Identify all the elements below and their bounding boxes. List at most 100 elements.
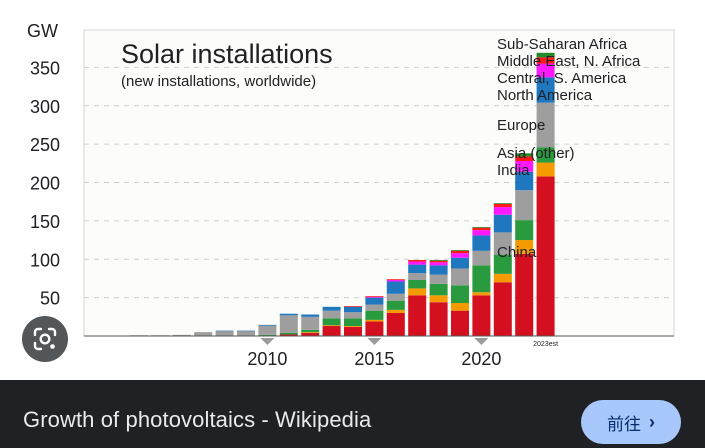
- bar-segment: [429, 260, 448, 263]
- bar-segment: [536, 162, 555, 177]
- bar-segment: [194, 332, 213, 336]
- bar-segment: [429, 302, 448, 336]
- bar-segment: [472, 265, 491, 293]
- bar-segment: [344, 326, 362, 336]
- bar-segment: [408, 279, 427, 289]
- bar-segment: [258, 325, 277, 335]
- bar-segment: [365, 296, 384, 298]
- y-tick-label: 250: [30, 135, 60, 155]
- bar-segment: [215, 330, 234, 332]
- bar-segment: [322, 318, 341, 326]
- bar-segment: [451, 302, 469, 311]
- result-title-link[interactable]: Growth of photovoltaics - Wikipedia: [23, 407, 372, 432]
- lens-search-button[interactable]: [22, 316, 68, 362]
- bar-segment: [365, 296, 384, 297]
- bar-segment: [451, 253, 469, 258]
- bar-segment: [279, 334, 298, 336]
- bar-segment: [515, 161, 534, 172]
- bar-segment: [515, 240, 534, 254]
- bar-segment: [322, 326, 341, 336]
- bar-segment: [536, 52, 555, 58]
- y-tick-label: 100: [30, 250, 60, 270]
- bar-segment: [365, 304, 384, 311]
- bar-segment: [451, 250, 469, 254]
- legend-label: Sub-Saharan Africa: [497, 36, 628, 53]
- bar-segment: [237, 331, 255, 336]
- bar-segment: [301, 314, 320, 317]
- bar-segment: [536, 63, 555, 78]
- bar-segment: [493, 232, 512, 255]
- bar-segment: [515, 220, 534, 241]
- visit-button-label: 前往: [607, 414, 641, 434]
- bar-segment: [493, 203, 512, 204]
- bar-segment: [515, 171, 534, 191]
- x-tick-marker: [474, 338, 489, 345]
- bar-segment: [536, 176, 555, 336]
- bar-segment: [408, 264, 427, 274]
- visit-button[interactable]: 前往 ›: [581, 400, 681, 444]
- bar-segment: [344, 306, 362, 307]
- bar-segment: [515, 153, 534, 157]
- chart-title: Solar installations: [121, 39, 333, 69]
- bar-segment: [386, 279, 405, 282]
- legend-label: Asia (other): [497, 145, 575, 162]
- bar-segment: [408, 261, 427, 265]
- x-tick-label: 2010: [247, 349, 287, 369]
- bar-segment: [386, 293, 405, 301]
- bar-segment: [386, 279, 405, 280]
- bar-segment: [515, 156, 534, 162]
- result-image-frame[interactable]: 50 100 150 200 250 300 350 2010 2015 2020 2023est…: [0, 0, 705, 380]
- bar-segment: [515, 190, 534, 221]
- bar-segment: [344, 318, 362, 327]
- bar-segment: [279, 315, 298, 333]
- bar-segment: [408, 288, 427, 296]
- legend-label: India: [497, 162, 530, 179]
- bar-segment: [279, 313, 298, 316]
- y-axis-label: GW: [27, 21, 58, 41]
- bar-segment: [279, 332, 298, 335]
- bar-segment: [344, 326, 362, 327]
- bar-segment: [322, 310, 341, 319]
- legend-label: Central, S. America: [497, 70, 627, 87]
- bar-segment: [493, 254, 512, 274]
- bar-segment: [536, 77, 555, 103]
- x-tick-label: 2015: [354, 349, 394, 369]
- bar-segment: [237, 330, 255, 332]
- last-bar-label: 2023est: [533, 341, 558, 348]
- bar-segment: [365, 319, 384, 322]
- legend-label: Europe: [497, 117, 545, 134]
- bar-segment: [451, 250, 469, 251]
- y-tick-label: 350: [30, 58, 60, 78]
- bar-segment: [408, 260, 427, 262]
- bar-segment: [258, 334, 277, 336]
- bar-segment: [493, 282, 512, 336]
- bar-segment: [258, 324, 277, 326]
- bar-segment: [429, 260, 448, 261]
- bar-segment: [515, 253, 534, 336]
- bar-segment: [408, 273, 427, 280]
- bar-segment: [386, 281, 405, 294]
- bar-segment: [386, 309, 405, 313]
- y-tick-labels: 50 100 150 200 250 300 350: [30, 58, 60, 308]
- chart-image: 50 100 150 200 250 300 350 2010 2015 2020 2023est…: [0, 0, 705, 380]
- lens-search-icon: [33, 327, 57, 351]
- solar-installations-chart: 50 100 150 200 250 300 350 2010 2015 2020 2023est…: [27, 21, 675, 369]
- bar-segment: [322, 325, 341, 327]
- bar-segment: [451, 310, 469, 336]
- bar-segment: [472, 295, 491, 336]
- bar-segment: [408, 295, 427, 336]
- legend-label: North America: [497, 87, 593, 104]
- bar-segment: [429, 274, 448, 284]
- bar-segment: [365, 297, 384, 305]
- bar-segment: [429, 265, 448, 275]
- bar-segment: [472, 292, 491, 296]
- legend-label: China: [497, 244, 537, 261]
- bar-segment: [493, 273, 512, 283]
- bar-segment: [301, 332, 320, 333]
- bar-segment: [472, 250, 491, 266]
- x-tick-labels: 2010 2015 2020 2023est: [247, 338, 558, 369]
- bar-segment: [493, 207, 512, 215]
- x-tick-marker: [260, 338, 275, 345]
- y-tick-label: 50: [40, 289, 60, 309]
- bar-segment: [472, 227, 491, 228]
